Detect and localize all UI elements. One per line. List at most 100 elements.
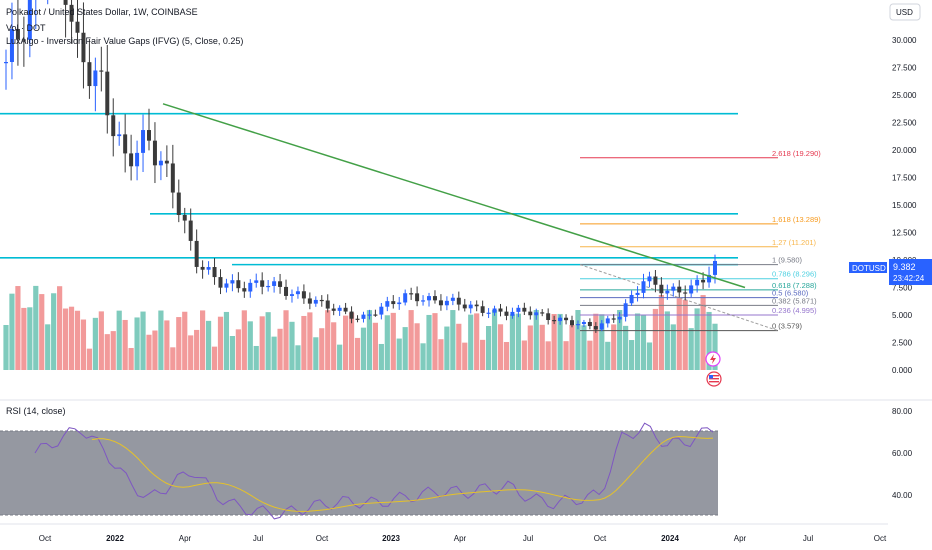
- volume-bar: [235, 329, 241, 370]
- fib-label: 0.236 (4.995): [772, 306, 817, 315]
- time-axis[interactable]: Oct 2022 Apr Jul Oct 2023 Apr Jul Oct 2024 Apr Jul O…: [39, 534, 887, 543]
- candle-body: [623, 303, 628, 317]
- candle-body: [641, 281, 646, 293]
- volume-bar: [688, 328, 694, 370]
- symbol-title[interactable]: Polkadot / United States Dollar, 1W, COI…: [6, 7, 198, 17]
- time-tick: Apr: [179, 534, 192, 543]
- candle-body: [75, 21, 80, 33]
- candle-body: [182, 214, 187, 221]
- candle-body: [99, 70, 104, 72]
- volume-bar: [670, 324, 676, 370]
- candle-body: [93, 70, 98, 87]
- candle-body: [468, 304, 473, 309]
- candle-body: [534, 312, 539, 316]
- volume-bar: [593, 313, 599, 370]
- candle-body: [295, 291, 300, 295]
- volume-bar: [628, 340, 635, 370]
- candle-body: [391, 301, 396, 305]
- candle-body: [349, 311, 354, 319]
- fibonacci-extension[interactable]: 2.618 (19.290) 1.618 (13.289) 1.27 (11.201…: [579, 149, 821, 332]
- candle-body: [367, 314, 372, 316]
- rsi-legend[interactable]: RSI (14, close): [6, 406, 66, 416]
- candle-body: [599, 323, 604, 330]
- volume-bar: [652, 308, 659, 370]
- candle-body: [516, 307, 521, 312]
- volume-bar: [617, 310, 623, 370]
- volume-bar: [200, 310, 206, 370]
- currency-button[interactable]: [889, 3, 921, 21]
- candle-body: [152, 140, 157, 166]
- volume-bar: [98, 311, 104, 370]
- us-flag-icon[interactable]: [706, 371, 722, 387]
- rsi-ma-line: [91, 435, 714, 512]
- candle-body: [474, 304, 479, 307]
- rsi-axis[interactable]: 80.00 60.00 40.00: [892, 407, 913, 500]
- volume-bar: [360, 327, 367, 370]
- candle-body: [546, 313, 551, 321]
- volume-bar: [325, 310, 331, 370]
- candle-body: [462, 304, 467, 309]
- candle-body: [188, 220, 193, 241]
- volume-bar: [521, 340, 527, 370]
- candle-body: [385, 301, 390, 307]
- candle-body: [254, 280, 259, 283]
- candle-body: [284, 286, 289, 296]
- volume-bar: [563, 341, 569, 370]
- candle-body: [665, 290, 670, 294]
- volume-bar: [480, 339, 486, 370]
- lightning-icon[interactable]: [705, 351, 721, 367]
- price-tick: 27.500: [892, 64, 917, 73]
- volume-bar: [134, 317, 140, 370]
- volume-bar: [74, 310, 81, 370]
- last-price-badge-bg: [889, 259, 932, 285]
- volume-bar: [80, 319, 87, 370]
- candle-body: [230, 280, 235, 284]
- candle-body: [427, 296, 432, 301]
- candle-body: [653, 276, 658, 285]
- volume-bar: [307, 312, 313, 370]
- time-tick: Apr: [454, 534, 467, 543]
- rsi-lines: [34, 422, 714, 520]
- price-tick: 20.000: [892, 146, 917, 155]
- volume-bar: [390, 312, 396, 370]
- price-axis[interactable]: 30.000 27.500 25.000 22.500 20.000 17.500 15.0…: [892, 36, 917, 375]
- volume-bar: [497, 324, 504, 370]
- volume-bar: [164, 320, 170, 370]
- price-tick: 12.500: [892, 229, 917, 238]
- candle-body: [141, 130, 146, 153]
- volume-legend[interactable]: Vol · DOT: [6, 23, 46, 33]
- volume-bar: [706, 311, 712, 370]
- price-tick: 22.500: [892, 119, 917, 128]
- candle-body: [617, 316, 622, 320]
- candle-body: [361, 314, 366, 319]
- volume-bar: [51, 293, 57, 370]
- volume-bar: [366, 310, 373, 370]
- candle-body: [587, 321, 592, 327]
- rsi-line: [34, 422, 714, 520]
- candle-body: [63, 0, 68, 5]
- candle-body: [403, 293, 408, 303]
- volume-bar: [527, 325, 533, 370]
- volume-bar: [599, 314, 605, 370]
- indicator-legend[interactable]: LuxAlgo - Inversion Fair Value Gaps (IFV…: [6, 36, 243, 46]
- fib-label: 2.618 (19.290): [772, 149, 821, 158]
- volume-bar: [122, 319, 128, 370]
- trendline[interactable]: [162, 103, 746, 289]
- volume-bar: [348, 312, 355, 370]
- candle-body: [224, 283, 229, 288]
- trendline-path[interactable]: [162, 103, 746, 289]
- fib-label: 1.618 (13.289): [772, 215, 821, 224]
- volume-bar: [712, 323, 718, 370]
- price-pane[interactable]: [0, 0, 888, 400]
- candle-body: [278, 281, 283, 287]
- fib-label: 0.618 (7.288): [772, 281, 817, 290]
- candle-body: [713, 260, 717, 275]
- volume-bar: [3, 325, 9, 370]
- volume-bar: [587, 340, 593, 370]
- candle-body: [81, 32, 86, 63]
- candle-body: [129, 153, 134, 167]
- candle-body: [480, 306, 485, 313]
- volume-bar: [319, 328, 325, 370]
- candle-body: [135, 152, 140, 167]
